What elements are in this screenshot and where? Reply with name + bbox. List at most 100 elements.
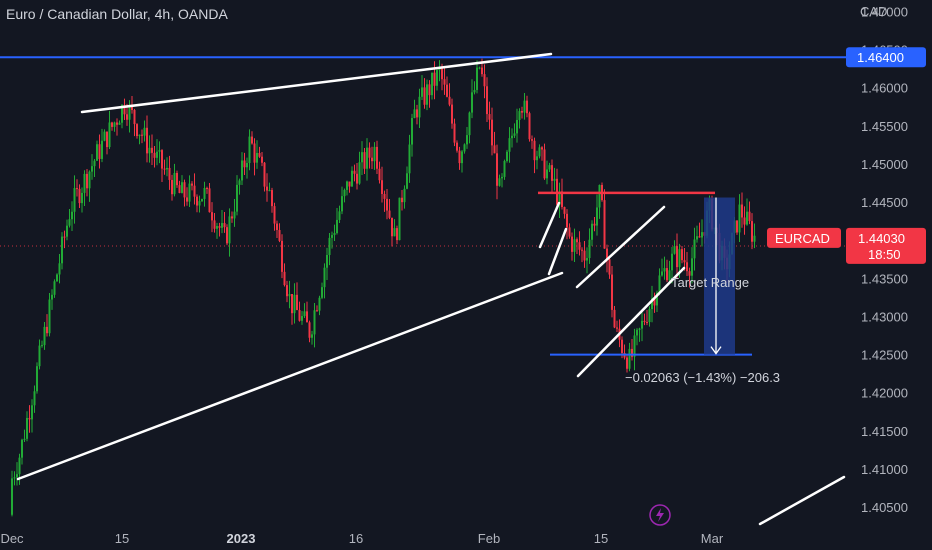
candle-body — [393, 228, 396, 237]
price-tick-label: 1.45500 — [861, 119, 908, 134]
candle-body — [156, 151, 158, 158]
candle-body — [621, 339, 623, 354]
price-axis[interactable]: CAD 1.40500 1.41000 1.41500 1.42000 1.42500 1.… — [767, 4, 926, 515]
candle-body — [11, 478, 13, 515]
candle-body — [561, 191, 563, 208]
candle-body — [543, 149, 546, 179]
upper-trendline — [80, 52, 553, 114]
candle-body — [193, 185, 196, 197]
candle-body — [596, 207, 598, 226]
candle-body — [658, 275, 661, 293]
candle-body — [246, 163, 248, 168]
candle-body — [326, 255, 328, 268]
candle-body — [608, 259, 611, 275]
candle-body — [218, 226, 221, 228]
price-tick-label: 1.42000 — [861, 386, 908, 401]
candle-body — [283, 271, 286, 286]
candle-body — [321, 287, 323, 298]
candle-body — [303, 311, 306, 317]
candle-body — [671, 253, 673, 271]
lightning-icon[interactable] — [649, 504, 671, 526]
candle-body — [71, 211, 73, 220]
candle-body — [643, 320, 646, 323]
candle-body — [53, 281, 56, 295]
candle-body — [101, 140, 103, 159]
candle-body — [171, 179, 173, 195]
candle-body — [506, 151, 508, 161]
candle-body — [571, 236, 573, 252]
candle-body — [291, 294, 293, 314]
candle-body — [201, 198, 203, 202]
candle-body — [661, 271, 663, 276]
candle-body — [51, 294, 53, 300]
candle-body — [16, 474, 18, 478]
candles-layer — [11, 58, 756, 517]
candle-body — [396, 228, 398, 241]
candle-body — [203, 188, 206, 199]
candle-body — [91, 166, 93, 172]
candle-body — [248, 136, 251, 164]
candle-body — [58, 263, 61, 275]
time-tick-label: Mar — [701, 531, 724, 546]
candle-body — [443, 79, 446, 85]
candle-body — [103, 131, 106, 141]
candle-body — [391, 217, 393, 237]
candle-body — [251, 136, 253, 144]
candle-body — [118, 122, 121, 125]
candle-body — [368, 147, 371, 158]
last-price-tag-countdown: 18:50 — [868, 247, 901, 262]
candle-body — [653, 298, 656, 306]
symbol-tag — [767, 227, 841, 248]
candle-body — [463, 144, 466, 152]
candle-body — [166, 167, 168, 170]
candle-body — [113, 122, 116, 127]
candle-body — [451, 104, 453, 124]
candle-body — [306, 311, 308, 323]
candle-body — [588, 239, 591, 259]
candle-body — [388, 210, 391, 218]
candle-body — [398, 197, 401, 241]
candle-body — [121, 105, 123, 123]
candle-body — [693, 239, 696, 259]
candle-body — [503, 160, 506, 177]
candle-body — [106, 131, 108, 148]
candle-body — [591, 223, 593, 240]
candle-body — [551, 165, 553, 181]
candle-body — [308, 322, 311, 338]
candle-body — [633, 335, 636, 357]
candle-body — [311, 334, 313, 338]
candle-body — [316, 310, 318, 312]
candle-body — [563, 207, 566, 214]
candle-body — [616, 327, 618, 329]
candle-body — [546, 169, 548, 179]
candle-body — [221, 223, 223, 228]
offscreen-trendline — [758, 475, 846, 526]
measure-box — [704, 197, 735, 355]
candle-body — [383, 193, 386, 199]
time-tick-label: Dec — [0, 531, 24, 546]
candle-body — [211, 212, 213, 221]
candle-body — [228, 216, 231, 244]
candle-body — [61, 236, 63, 264]
candle-body — [133, 109, 136, 125]
time-axis[interactable]: Dec 15 2023 16 Feb 15 Mar — [0, 531, 723, 546]
candle-body — [483, 74, 486, 87]
candle-body — [136, 124, 138, 137]
price-tick-label: 1.43500 — [861, 271, 908, 286]
candle-body — [293, 294, 296, 314]
candle-body — [753, 235, 756, 242]
candle-body — [636, 329, 638, 336]
candle-body — [258, 152, 261, 157]
candle-body — [243, 160, 246, 168]
candle-body — [663, 268, 666, 272]
price-tick-label: 1.40500 — [861, 500, 908, 515]
candle-body — [648, 309, 651, 323]
candle-body — [356, 173, 358, 184]
candle-body — [78, 188, 81, 204]
candle-body — [611, 274, 613, 310]
candle-body — [386, 198, 388, 211]
candle-body — [286, 285, 288, 297]
candle-body — [371, 157, 373, 162]
